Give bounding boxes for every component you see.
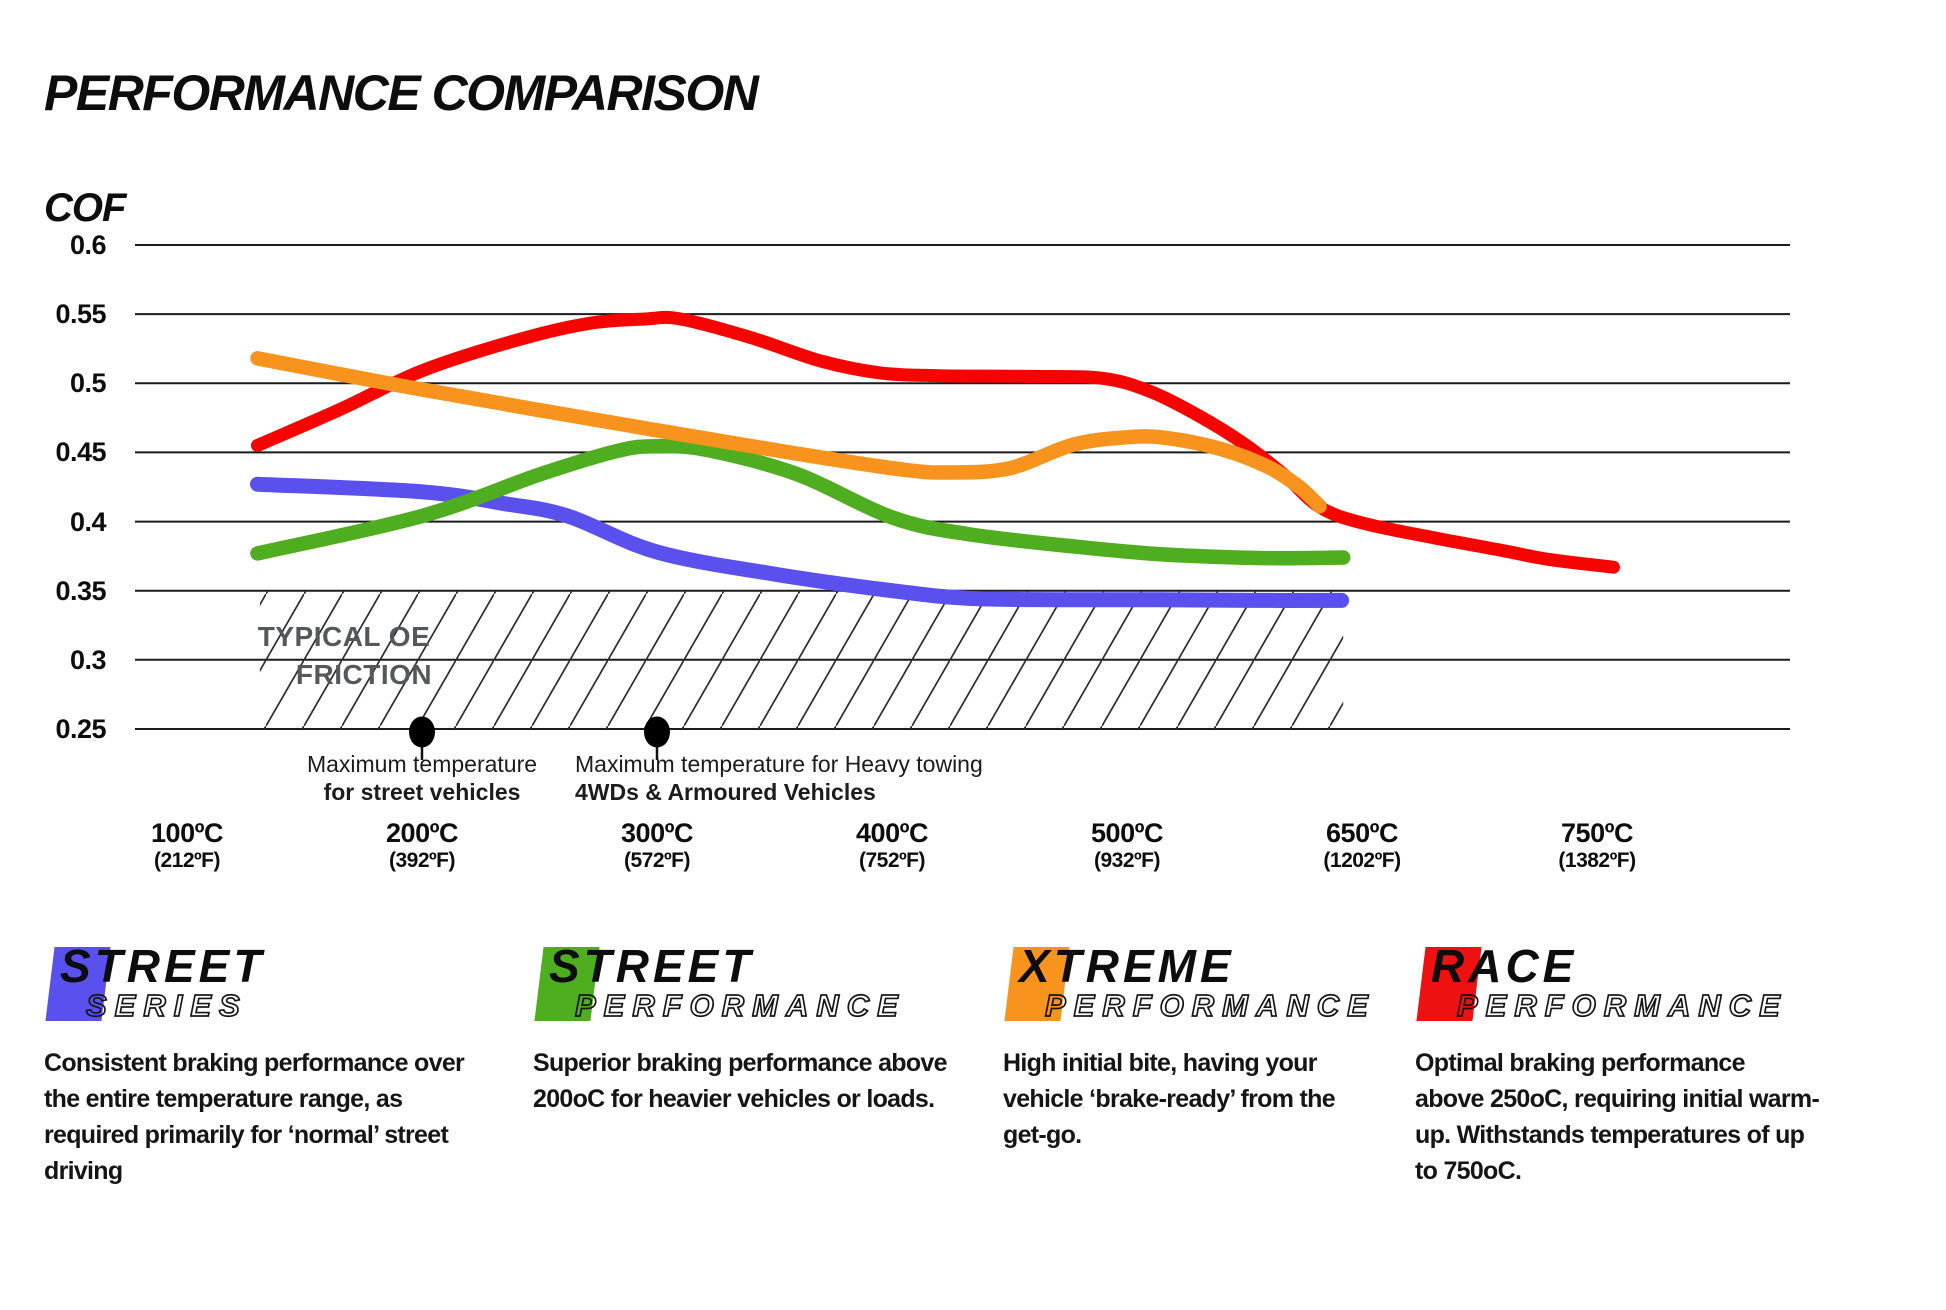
logo-initial-letter: P	[1017, 968, 1048, 1020]
y-tick-label: 0.4	[69, 506, 107, 537]
x-tick-label: 400ºC (752ºF)	[856, 818, 928, 872]
street-series-logo: S STREET SERIES	[44, 941, 524, 1033]
oe-band-label-line2: FRICTION	[295, 659, 433, 690]
logo-word1: RACE	[1431, 940, 1578, 992]
legend-race-performance: P RACE PERFORMANCE Optimal braking perfo…	[1415, 941, 1895, 1189]
series-line-race-performance	[251, 310, 1620, 574]
x-tick-label: 100ºC (212ºF)	[151, 818, 223, 872]
series-line-xtreme-performance	[250, 351, 1327, 514]
legend-street-series: S STREET SERIES Consistent braking perfo…	[44, 941, 524, 1189]
logo-word2: PERFORMANCE	[1044, 988, 1376, 1024]
x-tick-label: 650ºC (1202ºF)	[1323, 818, 1401, 872]
y-tick-label: 0.35	[55, 575, 106, 606]
y-tick-label: 0.25	[55, 713, 106, 744]
legend-description: Consistent braking performance over the …	[44, 1049, 465, 1185]
x-tick-label: 750ºC (1382ºF)	[1558, 818, 1636, 872]
legend-description: Optimal braking performance above 250oC,…	[1415, 1049, 1820, 1185]
legend-xtreme-performance: P XTREME PERFORMANCE High initial bite, …	[1003, 941, 1483, 1153]
logo-word1: STREET	[549, 940, 755, 992]
legend-street-performance: P STREET PERFORMANCE Superior braking pe…	[533, 941, 1013, 1117]
logo-word1: STREET	[60, 940, 266, 992]
page-title: PERFORMANCE COMPARISON	[44, 65, 759, 121]
max-temperature-marker-dot	[409, 716, 435, 748]
logo-initial-letter: S	[58, 968, 89, 1020]
series-line-street-performance	[250, 438, 1351, 566]
series-line-street-series	[250, 476, 1350, 608]
y-tick-label: 0.6	[69, 230, 107, 260]
y-tick-label: 0.3	[69, 644, 107, 675]
y-tick-label: 0.5	[69, 368, 107, 399]
marker-annotation-street: Maximum temperature for street vehicles	[306, 751, 538, 805]
max-temperature-marker-dot	[644, 716, 670, 748]
logo-initial-letter: P	[1429, 968, 1460, 1020]
marker-annotation-heavy-towing: Maximum temperature for Heavy towing 4WD…	[575, 751, 983, 805]
y-axis-title: COF	[44, 186, 126, 230]
y-tick-label: 0.55	[55, 299, 106, 330]
street-performance-logo: P STREET PERFORMANCE	[533, 941, 1013, 1033]
oe-band-label-line1: TYPICAL OE	[257, 621, 431, 652]
logo-word2: PERFORMANCE	[1456, 988, 1788, 1024]
x-tick-label: 200ºC (392ºF)	[386, 818, 458, 872]
x-tick-label: 300ºC (572ºF)	[621, 818, 693, 872]
typical-oe-friction-band	[259, 590, 1344, 729]
race-performance-logo: P RACE PERFORMANCE	[1415, 941, 1895, 1033]
logo-word1: XTREME	[1019, 940, 1235, 992]
legend-description: High initial bite, having your vehicle ‘…	[1003, 1049, 1336, 1149]
logo-initial-letter: P	[547, 968, 578, 1020]
x-tick-label: 500ºC (932ºF)	[1091, 818, 1163, 872]
legend-description: Superior braking performance above 200oC…	[533, 1049, 948, 1113]
y-tick-label: 0.45	[55, 437, 106, 468]
xtreme-performance-logo: P XTREME PERFORMANCE	[1003, 941, 1483, 1033]
logo-word2: PERFORMANCE	[574, 988, 906, 1024]
logo-word2: SERIES	[85, 988, 248, 1024]
